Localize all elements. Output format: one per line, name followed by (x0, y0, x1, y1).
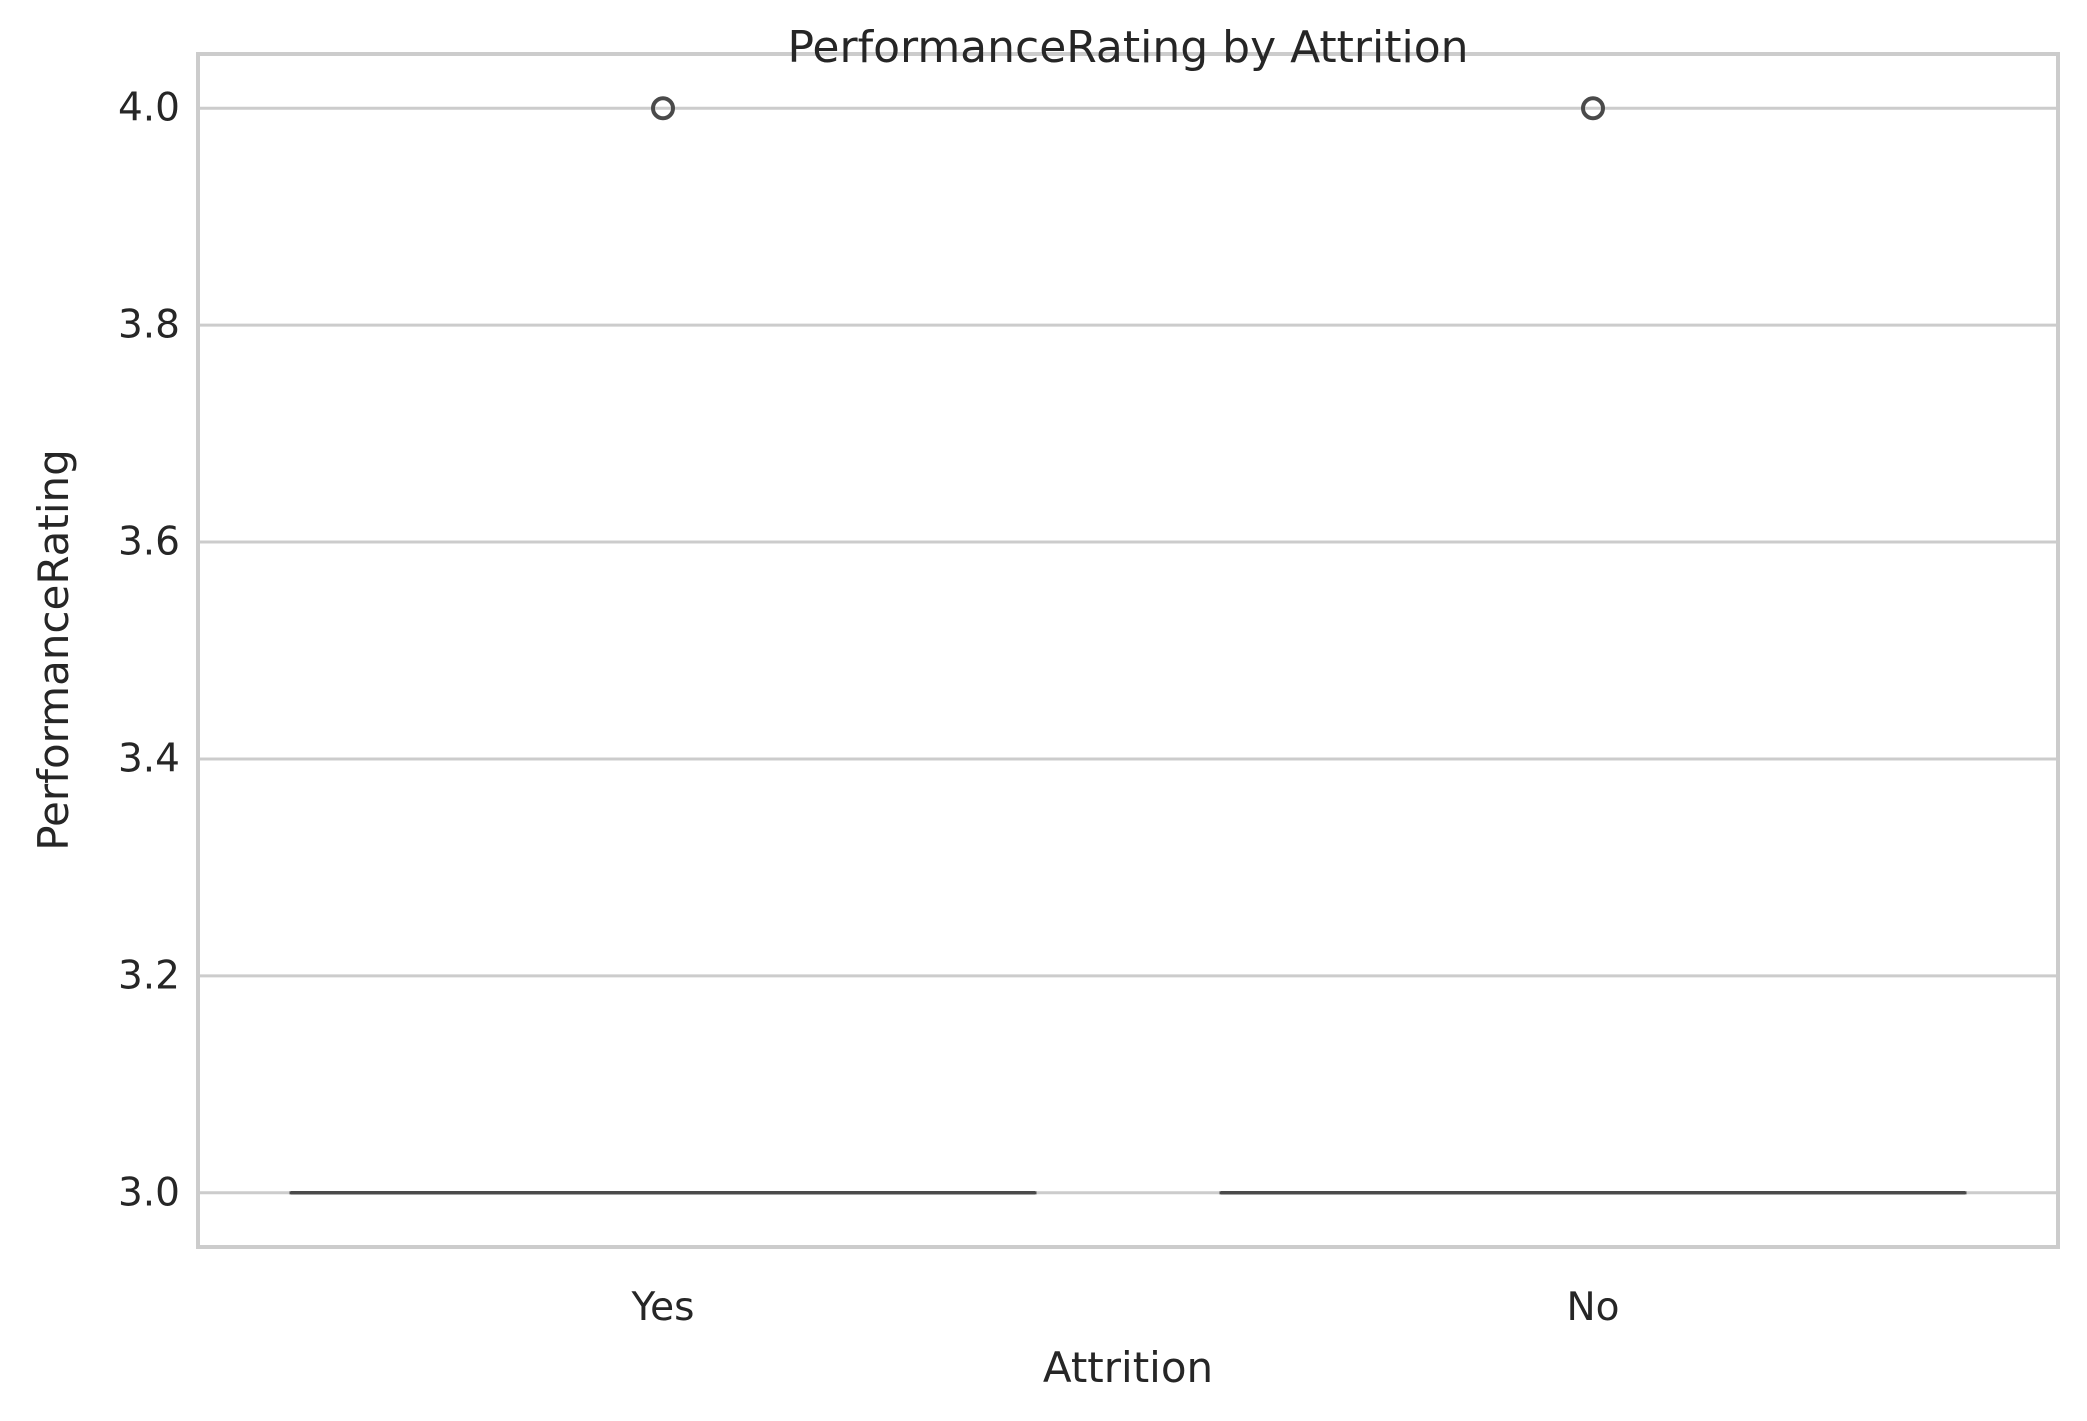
plot-area (196, 52, 2060, 1249)
y-tick-label: 4.0 (118, 86, 180, 131)
outlier-point (1581, 96, 1605, 121)
y-tick-label: 3.8 (118, 303, 180, 348)
y-tick-label: 3.2 (118, 953, 180, 998)
y-tick-label: 3.0 (118, 1170, 180, 1215)
x-tick-label: No (1566, 1285, 1619, 1330)
y-axis-label: PerformanceRating (29, 449, 78, 851)
box-no (1219, 96, 1967, 1195)
boxes (289, 96, 1967, 1195)
x-tick-label: Yes (631, 1285, 695, 1330)
x-axis-label: Attrition (1043, 1343, 1213, 1392)
chart-title: PerformanceRating by Attrition (787, 22, 1468, 73)
outlier-point (651, 96, 675, 121)
box-yes (289, 96, 1037, 1195)
x-axis-ticks: Yes No (631, 1285, 1620, 1330)
y-axis-ticks: 3.0 3.2 3.4 3.6 3.8 4.0 (118, 86, 180, 1216)
y-tick-label: 3.4 (118, 736, 180, 781)
y-tick-label: 3.6 (118, 520, 180, 565)
